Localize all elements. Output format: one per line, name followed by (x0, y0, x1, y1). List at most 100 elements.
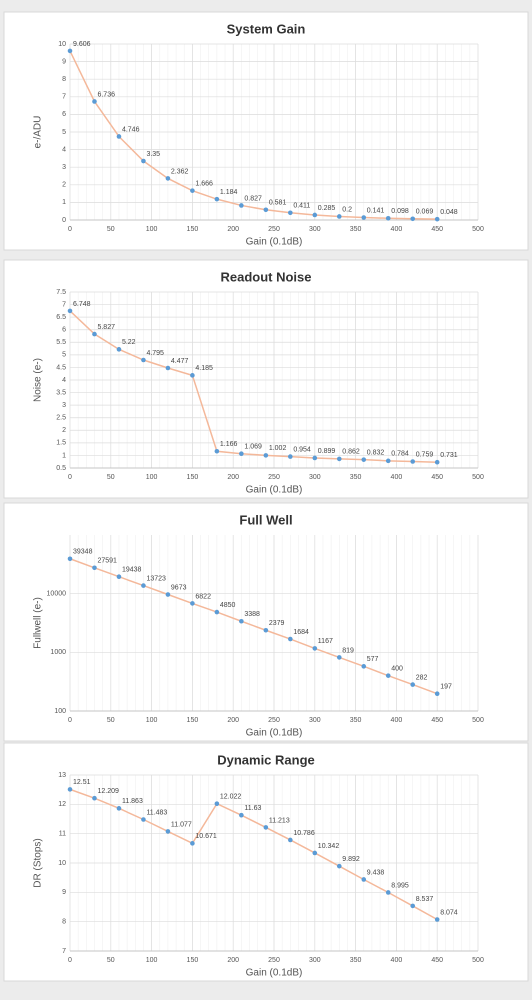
data-point (434, 459, 440, 465)
x-tick-label: 450 (431, 474, 443, 481)
data-label: 0.141 (367, 207, 385, 214)
data-point (190, 373, 195, 378)
data-point (263, 207, 269, 213)
x-tick-label: 250 (268, 717, 280, 724)
x-tick-label: 300 (309, 226, 321, 233)
x-tick-label: 100 (146, 717, 158, 724)
x-tick-label: 0 (68, 717, 72, 724)
x-axis-label: Gain (0.1dB) (246, 485, 303, 496)
x-tick-label: 300 (309, 474, 321, 481)
data-label: 0.098 (391, 208, 409, 215)
data-label: 0.759 (416, 451, 434, 458)
data-label: 4.185 (195, 365, 213, 372)
data-label: 1.166 (220, 441, 238, 448)
y-tick-label: 7 (62, 301, 66, 308)
data-label: 9.438 (367, 869, 385, 876)
data-label: 6.736 (97, 91, 115, 98)
x-tick-label: 250 (268, 957, 280, 964)
data-label: 10.786 (293, 830, 315, 837)
chart-title: Dynamic Range (217, 752, 315, 767)
data-label: 0.731 (440, 452, 458, 459)
y-tick-label: 3 (62, 164, 66, 171)
chart-title: System Gain (227, 21, 306, 36)
x-tick-label: 0 (68, 226, 72, 233)
data-point (141, 817, 146, 822)
x-tick-label: 200 (227, 957, 239, 964)
data-label: 0.2 (342, 206, 352, 213)
data-label: 3388 (244, 611, 260, 618)
x-tick-label: 350 (350, 226, 362, 233)
data-label: 9.892 (342, 856, 360, 863)
data-label: 10.342 (318, 843, 340, 850)
x-tick-label: 100 (146, 226, 158, 233)
data-point (116, 574, 122, 580)
data-label: 1.002 (269, 445, 287, 452)
y-axis-label: DR (Stops) (33, 838, 44, 887)
x-tick-label: 150 (187, 474, 199, 481)
data-point (288, 636, 293, 642)
data-point (92, 795, 97, 801)
data-label: 0.285 (318, 205, 336, 212)
data-point (165, 592, 171, 597)
data-point (239, 203, 244, 208)
x-tick-label: 0 (68, 957, 72, 964)
x-tick-label: 500 (472, 717, 484, 724)
x-tick-label: 400 (391, 474, 403, 481)
data-label: 11.863 (122, 798, 143, 805)
data-point (214, 448, 220, 454)
data-label: 3.35 (146, 151, 160, 158)
y-tick-label: 6.5 (56, 314, 66, 321)
y-tick-label: 9 (62, 58, 66, 65)
data-label: 4.795 (146, 350, 164, 357)
y-tick-label: 5.5 (56, 339, 66, 346)
data-point (165, 829, 171, 834)
y-tick-label: 1000 (50, 649, 66, 656)
data-point (361, 877, 367, 882)
data-label: 1.184 (220, 189, 238, 196)
x-tick-label: 450 (431, 717, 443, 724)
x-tick-label: 100 (146, 474, 158, 481)
x-tick-label: 200 (227, 474, 239, 481)
x-tick-label: 150 (187, 226, 199, 233)
data-label: 19438 (122, 567, 142, 574)
data-label: 12.51 (73, 779, 91, 786)
data-point (336, 655, 342, 660)
data-label: 0.581 (269, 200, 287, 207)
data-point (141, 583, 146, 588)
x-tick-label: 450 (431, 226, 443, 233)
data-point (288, 210, 293, 216)
data-point (67, 48, 73, 54)
x-tick-label: 250 (268, 474, 280, 481)
data-point (190, 841, 195, 846)
data-point (263, 453, 269, 458)
y-tick-label: 10 (58, 860, 66, 867)
x-tick-label: 400 (391, 717, 403, 724)
data-point (312, 455, 318, 461)
data-label: 819 (342, 647, 354, 654)
data-label: 2379 (269, 620, 285, 627)
y-tick-label: 3.5 (56, 389, 66, 396)
data-label: 1167 (318, 638, 333, 645)
x-tick-label: 0 (68, 474, 72, 481)
data-point (67, 787, 73, 792)
y-tick-label: 100 (54, 708, 66, 715)
data-point (361, 215, 367, 220)
data-point (434, 216, 440, 222)
data-label: 8.074 (440, 909, 458, 916)
x-tick-label: 400 (391, 226, 403, 233)
data-label: 27591 (97, 558, 117, 565)
y-tick-label: 0.5 (56, 465, 66, 472)
x-axis-label: Gain (0.1dB) (246, 237, 303, 248)
x-axis-label: Gain (0.1dB) (246, 728, 303, 739)
data-label: 6.748 (73, 301, 91, 308)
x-tick-label: 50 (107, 474, 115, 481)
x-tick-label: 250 (268, 226, 280, 233)
x-tick-label: 500 (472, 226, 484, 233)
y-tick-label: 7 (62, 94, 66, 101)
y-tick-label: 3 (62, 402, 66, 409)
x-tick-label: 200 (227, 226, 239, 233)
data-point (336, 456, 342, 462)
data-point (361, 457, 367, 462)
y-tick-label: 1 (62, 199, 66, 206)
data-point (190, 188, 195, 193)
